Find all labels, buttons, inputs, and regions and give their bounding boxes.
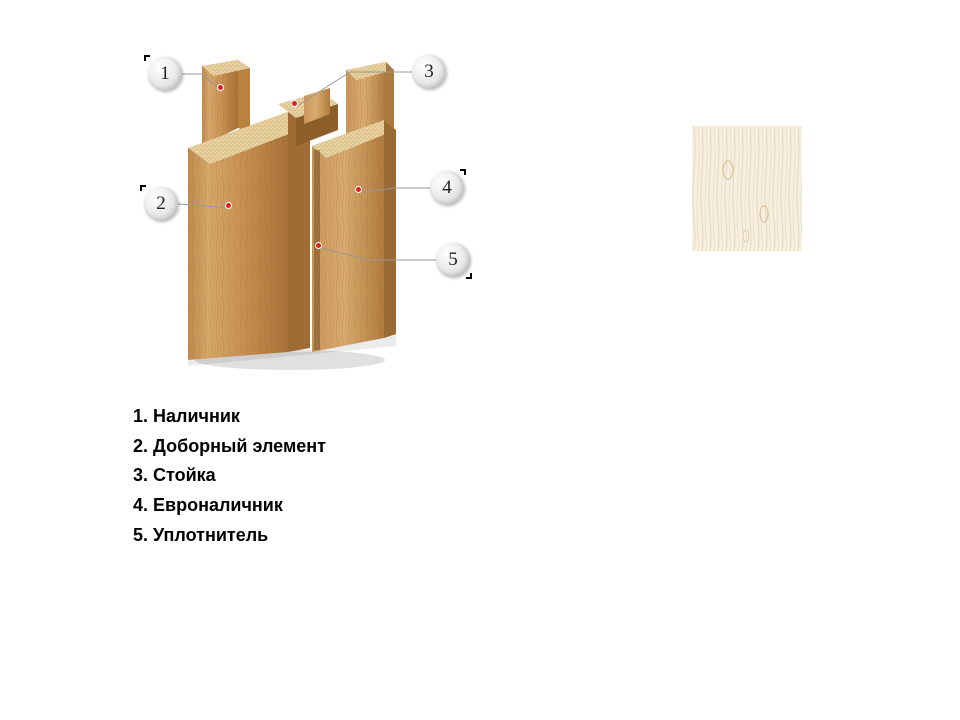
callout-dot-3 [291, 100, 298, 107]
callout-dot-2 [225, 202, 232, 209]
canvas: 1 2 3 4 5 1. Наличник 2. Доборный элемен… [0, 0, 960, 720]
callout-label-3: 3 [412, 55, 446, 89]
callout-dot-1 [217, 84, 224, 91]
callout-dot-5 [315, 242, 322, 249]
callout-num-1: 1 [160, 63, 170, 85]
legend-text: Стойка [153, 465, 216, 485]
legend-num: 3. [133, 465, 148, 485]
crop-tick [144, 55, 154, 65]
legend-text: Евроналичник [153, 495, 283, 515]
legend-item-5: 5. Уплотнитель [133, 521, 326, 551]
legend-item-3: 3. Стойка [133, 461, 326, 491]
callout-dot-4 [355, 186, 362, 193]
legend: 1. Наличник 2. Доборный элемент 3. Стойк… [133, 402, 326, 550]
legend-num: 1. [133, 406, 148, 426]
callout-num-2: 2 [156, 193, 166, 215]
legend-num: 2. [133, 436, 148, 456]
legend-text: Доборный элемент [153, 436, 326, 456]
legend-text: Уплотнитель [153, 525, 268, 545]
crop-tick [456, 169, 466, 179]
callout-num-4: 4 [442, 177, 452, 199]
legend-text: Наличник [153, 406, 240, 426]
legend-item-4: 4. Евроналичник [133, 491, 326, 521]
callout-num-5: 5 [448, 249, 458, 271]
door-frame-diagram: 1 2 3 4 5 [100, 55, 480, 385]
legend-item-1: 1. Наличник [133, 402, 326, 432]
callout-num-3: 3 [424, 61, 434, 83]
legend-item-2: 2. Доборный элемент [133, 432, 326, 462]
crop-tick [140, 185, 150, 195]
wood-sample-swatch [692, 126, 802, 251]
legend-num: 5. [133, 525, 148, 545]
crop-tick [462, 269, 472, 279]
legend-num: 4. [133, 495, 148, 515]
